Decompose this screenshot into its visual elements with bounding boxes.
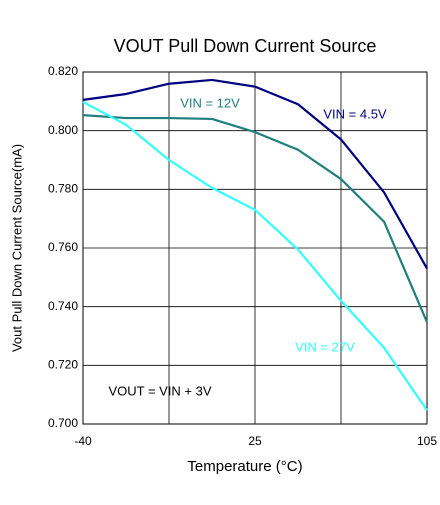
annotation: VOUT = VIN + 3V	[108, 383, 211, 398]
y-tick-label: 0.740	[48, 299, 78, 313]
chart-title: VOUT Pull Down Current Source	[114, 36, 377, 56]
y-tick-label: 0.760	[48, 240, 78, 254]
x-tick-label: -40	[74, 434, 92, 448]
x-axis-label: Temperature (°C)	[187, 458, 302, 475]
y-axis-label: Vout Pull Down Current Source(mA)	[9, 144, 24, 352]
y-tick-label: 0.800	[48, 123, 78, 137]
series-label: VIN = 12V	[180, 95, 240, 110]
series-label: VIN = 4.5V	[323, 106, 387, 121]
y-tick-label: 0.780	[48, 182, 78, 196]
y-tick-label: 0.820	[48, 64, 78, 78]
x-tick-label: 25	[248, 434, 262, 448]
x-tick-label: 105	[417, 434, 437, 448]
series-line	[82, 114, 429, 323]
y-tick-label: 0.720	[48, 358, 78, 372]
y-tick-label: 0.700	[48, 416, 78, 430]
series-label: VIN = 27V	[295, 339, 355, 354]
series-line	[82, 78, 428, 270]
series-line	[82, 100, 428, 411]
